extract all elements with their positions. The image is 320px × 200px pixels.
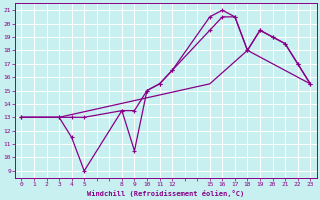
X-axis label: Windchill (Refroidissement éolien,°C): Windchill (Refroidissement éolien,°C) xyxy=(87,190,244,197)
